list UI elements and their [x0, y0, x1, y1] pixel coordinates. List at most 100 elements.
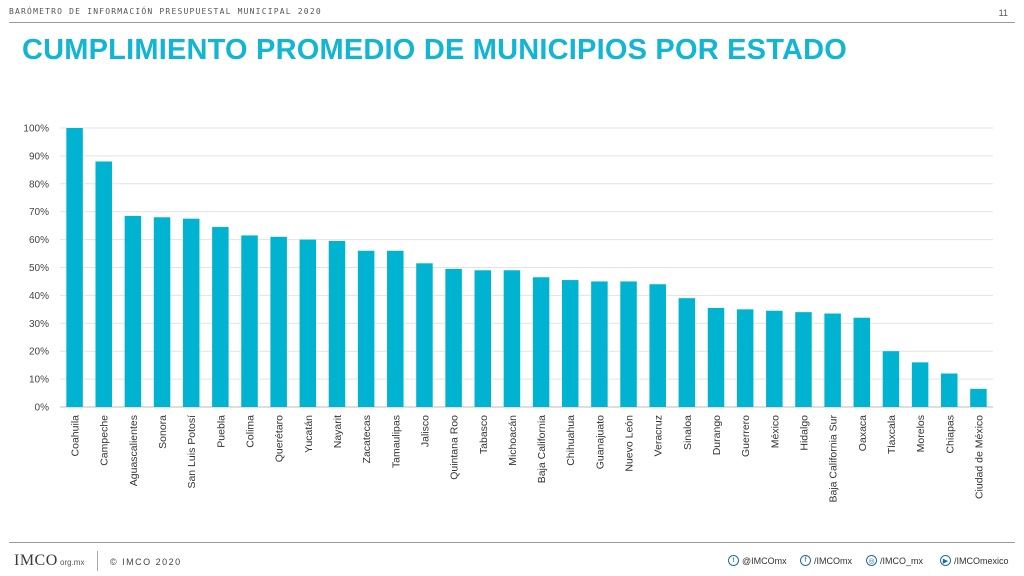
x-tick-label: Veracruz [653, 415, 665, 456]
bar [795, 312, 812, 407]
bar [357, 250, 375, 407]
social-twitter-label: @IMCOmx [742, 555, 787, 566]
bar [911, 362, 929, 407]
footer-divider [9, 542, 1015, 543]
bar [678, 298, 696, 407]
bar [970, 388, 987, 407]
x-tick-label: Ciudad de México [973, 415, 985, 499]
x-tick-label: Baja California Sur [828, 415, 840, 503]
page-number: 11 [998, 8, 1008, 18]
bar [882, 351, 900, 407]
bar-chart: 0% 10% 20% 30% 40% 50% 60% 70% 80% 90% 100% Coahui… [23, 124, 993, 503]
y-tick-label: 50% [29, 263, 49, 274]
social-facebook[interactable]: f /IMCOmx [800, 555, 852, 566]
x-tick-label: Sinaloa [682, 415, 694, 450]
x-tick-label: Puebla [215, 415, 227, 448]
x-tick-label: Aguascalientes [128, 415, 140, 486]
social-facebook-label: /IMCOmx [814, 555, 852, 566]
bar [853, 317, 871, 407]
y-tick-label: 70% [29, 207, 49, 218]
top-divider [9, 22, 1015, 23]
bar [153, 217, 171, 407]
bar [620, 281, 637, 407]
x-tick-label: Michoacán [507, 415, 519, 466]
logo-domain: org.mx [60, 558, 85, 567]
x-tick-label: Sonora [157, 415, 169, 449]
y-tick-label: 20% [29, 347, 49, 358]
y-axis-ticks: 0% 10% 20% 30% 40% 50% 60% 70% 80% 90% 100% [23, 124, 49, 414]
x-tick-label: Quintana Roo [449, 415, 461, 480]
x-tick-label: Guerrero [740, 415, 752, 457]
bar [445, 268, 462, 407]
x-tick-label: Campeche [99, 415, 111, 466]
x-tick-label: México [769, 415, 781, 448]
x-tick-label: Coahuila [70, 415, 82, 457]
x-tick-label: Tamaulipas [390, 415, 402, 468]
bar [824, 313, 841, 407]
twitter-icon: t [728, 555, 739, 566]
x-tick-label: Colima [245, 415, 257, 448]
x-axis-labels: Coahuila Campeche Aguascalientes Sonora San … [70, 415, 986, 503]
x-tick-label: Hidalgo [798, 415, 810, 451]
bar [95, 161, 112, 407]
y-tick-label: 0% [35, 403, 50, 414]
x-tick-label: Nuevo León [624, 415, 636, 472]
x-tick-label: Morelos [915, 415, 927, 452]
bar [66, 128, 83, 407]
bar [241, 235, 258, 407]
y-tick-label: 30% [29, 319, 49, 330]
instagram-icon: ◎ [866, 555, 877, 566]
bar [766, 310, 783, 407]
y-tick-label: 80% [29, 179, 49, 190]
bar [182, 218, 200, 407]
bar [416, 263, 433, 407]
y-tick-label: 10% [29, 375, 49, 386]
report-header-title: BARÓMETRO DE INFORMACIÓN PRESUPUESTAL MU… [9, 7, 322, 16]
bar [561, 280, 579, 407]
footer-separator [97, 551, 98, 571]
bar [270, 236, 287, 407]
y-tick-label: 90% [29, 151, 49, 162]
grid-lines [60, 127, 993, 408]
bar [212, 227, 229, 407]
x-tick-label: Baja California [536, 415, 548, 483]
youtube-icon: ▶ [940, 555, 951, 566]
imco-logo[interactable]: IMCO [14, 552, 58, 569]
social-twitter[interactable]: t @IMCOmx [728, 555, 787, 566]
bar [299, 239, 317, 407]
page-title: CUMPLIMIENTO PROMEDIO DE MUNICIPIOS POR … [22, 34, 848, 66]
top-bar: BARÓMETRO DE INFORMACIÓN PRESUPUESTAL MU… [0, 0, 1024, 24]
x-tick-label: Chiapas [944, 415, 956, 454]
facebook-icon: f [800, 555, 811, 566]
x-tick-label: Durango [711, 415, 723, 455]
bar [124, 215, 142, 407]
x-tick-label: Querétaro [274, 415, 286, 462]
social-instagram[interactable]: ◎ /IMCO_mx [866, 555, 923, 566]
bars [66, 128, 987, 407]
copyright-text: © IMCO 2020 [110, 557, 182, 567]
bar [941, 373, 958, 407]
bar [387, 250, 404, 407]
bar [503, 270, 521, 407]
bar [328, 240, 346, 407]
bar [532, 277, 550, 407]
x-tick-label: Tlaxcala [886, 415, 898, 454]
x-tick-label: Tabasco [478, 415, 490, 454]
bar [707, 307, 725, 407]
x-tick-label: San Luis Potosí [186, 415, 198, 489]
y-tick-label: 100% [23, 124, 49, 135]
y-tick-label: 60% [29, 235, 49, 246]
social-instagram-label: /IMCO_mx [880, 555, 924, 566]
x-tick-label: Jalisco [419, 415, 431, 447]
x-tick-label: Yucatán [303, 415, 315, 453]
y-tick-label: 40% [29, 291, 49, 302]
x-tick-label: Guanajuato [594, 415, 606, 469]
bar [649, 284, 666, 407]
social-youtube[interactable]: ▶ /IMCOmexico [940, 555, 1009, 566]
bar [474, 270, 492, 407]
x-tick-label: Zacatecas [361, 415, 373, 463]
x-tick-label: Oaxaca [857, 415, 869, 451]
footer: IMCO org.mx © IMCO 2020 t @IMCOmx f /IMC… [0, 546, 1024, 576]
x-tick-label: Chihuahua [565, 415, 577, 466]
x-tick-label: Nayarit [332, 415, 344, 448]
